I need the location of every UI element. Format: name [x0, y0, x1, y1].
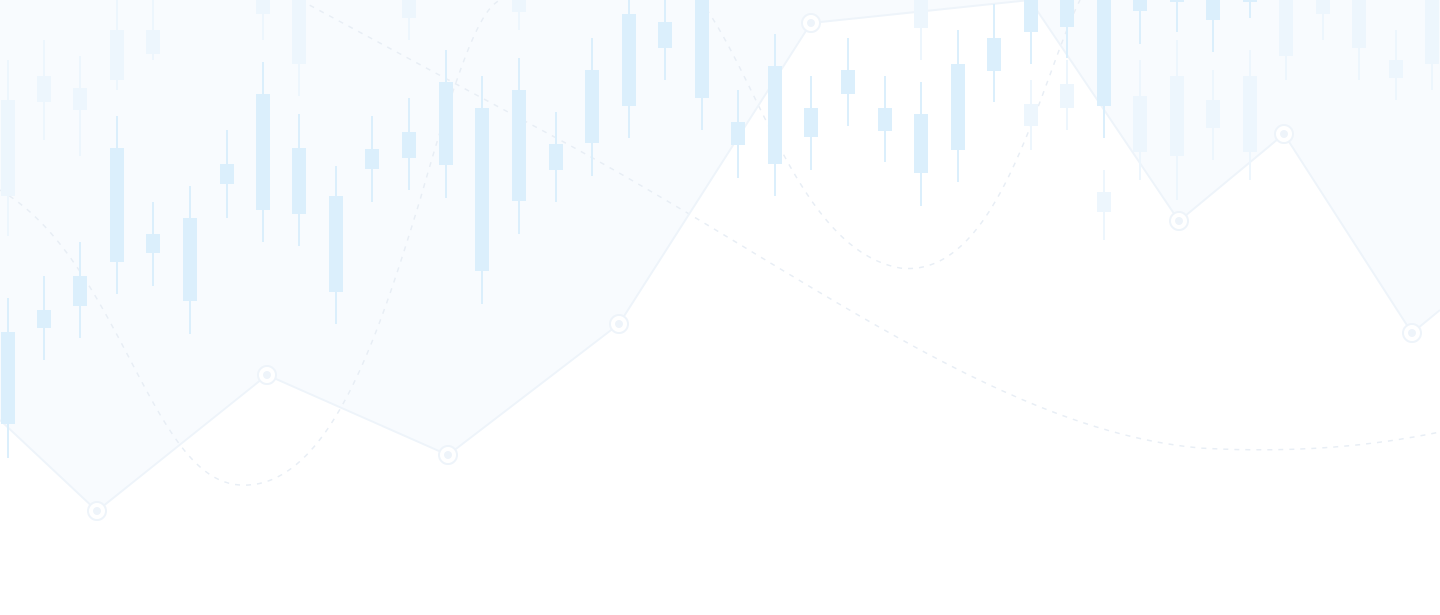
candle-body	[402, 0, 416, 18]
candle-body	[73, 88, 87, 110]
candle-body	[1279, 0, 1293, 56]
candle-body	[329, 196, 343, 292]
candle-body	[1243, 0, 1257, 2]
candle-body	[622, 14, 636, 106]
candle-body	[1243, 76, 1257, 152]
candle-body	[475, 108, 489, 271]
marker-dot	[93, 507, 101, 515]
marker-dot	[444, 451, 452, 459]
candle-body	[841, 70, 855, 94]
candle-body	[146, 234, 160, 253]
candle-body	[951, 64, 965, 150]
dashed-curves	[0, 0, 1440, 486]
candle-body	[1133, 0, 1147, 11]
line-markers	[87, 13, 1422, 521]
candle-body	[110, 30, 124, 80]
candle-body	[110, 148, 124, 262]
marker-dot	[807, 19, 815, 27]
candle-body	[1060, 84, 1074, 108]
dashed-curve	[699, 0, 1081, 270]
candle-body	[1170, 0, 1184, 2]
candle-body	[1060, 0, 1074, 27]
marker-dot	[1408, 329, 1416, 337]
candle-body	[183, 218, 197, 301]
candle-body	[987, 38, 1001, 71]
candle-body	[512, 90, 526, 201]
candle-body	[1, 100, 15, 196]
candle-body	[402, 132, 416, 158]
candle-body	[146, 30, 160, 54]
candle-body	[292, 0, 306, 64]
candle-body	[439, 82, 453, 165]
candle-body	[1352, 0, 1366, 48]
marker-dot	[263, 371, 271, 379]
candle-body	[73, 276, 87, 306]
candle-body	[1097, 192, 1111, 212]
candle-body	[1389, 60, 1403, 78]
candle-body	[1425, 0, 1439, 64]
candle-body	[256, 0, 270, 14]
candle-body	[256, 94, 270, 210]
candle-body	[658, 22, 672, 48]
marker-dot	[615, 320, 623, 328]
area-shape	[0, 0, 1440, 511]
candle-body	[549, 144, 563, 170]
marker-dot	[1175, 217, 1183, 225]
candle-body	[768, 66, 782, 164]
area-fill	[0, 0, 1440, 511]
candlesticks	[1, 0, 1439, 458]
candle-body	[804, 108, 818, 137]
candle-body	[1206, 100, 1220, 128]
candle-body	[512, 0, 526, 12]
candle-body	[1024, 104, 1038, 126]
candle-body	[1024, 0, 1038, 32]
candle-body	[37, 76, 51, 102]
dashed-curve	[0, 0, 501, 486]
marker-dot	[1280, 130, 1288, 138]
candle-body	[1170, 76, 1184, 156]
candle-body	[365, 149, 379, 169]
candle-body	[1206, 0, 1220, 20]
candle-body	[878, 108, 892, 131]
candle-body	[1097, 0, 1111, 106]
candle-body	[914, 0, 928, 28]
candle-body	[220, 164, 234, 184]
candle-body	[292, 148, 306, 214]
candle-body	[695, 0, 709, 98]
candle-body	[914, 114, 928, 173]
candle-body	[1, 332, 15, 424]
candle-body	[37, 310, 51, 328]
candle-body	[1316, 0, 1330, 14]
candle-body	[585, 70, 599, 143]
candle-body	[1133, 96, 1147, 152]
candle-body	[731, 122, 745, 145]
